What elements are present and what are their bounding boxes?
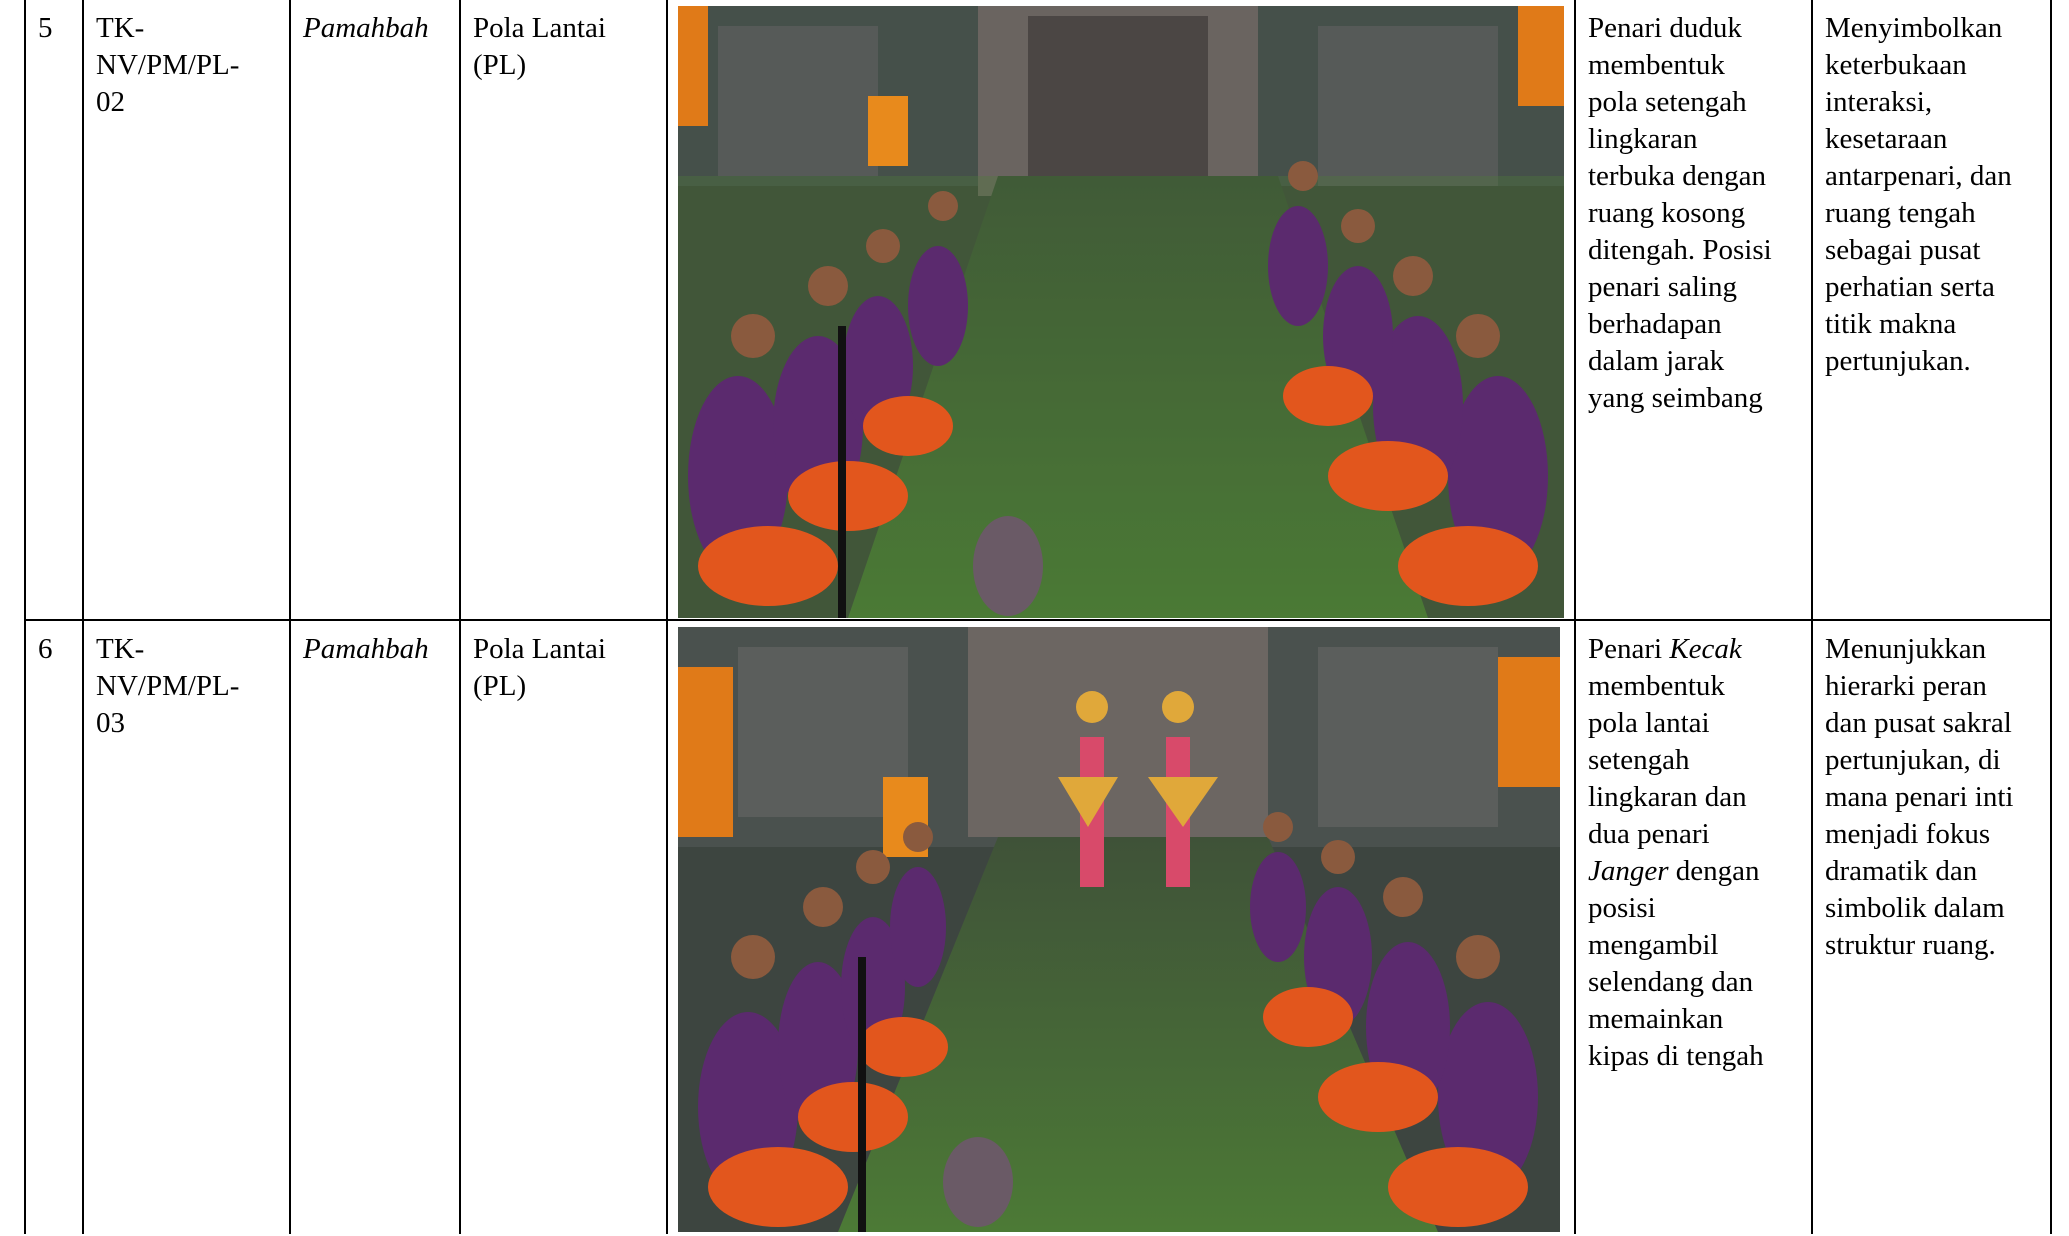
description-cell: Penari Kecak membentuk pola lantai seten… <box>1574 619 1813 1234</box>
category-cell: Pamahbah <box>289 0 461 621</box>
code-cell: TK- NV/PM/PL- 02 <box>82 0 291 621</box>
category-cell: Pamahbah <box>289 619 461 1234</box>
table-row: 6 TK- NV/PM/PL- 03 Pamahbah Pola Lantai … <box>24 619 2052 1234</box>
description-cell: Penari duduk membentuk pola setengah lin… <box>1574 0 1813 621</box>
type-cell: Pola Lantai (PL) <box>459 619 668 1234</box>
table-row: 5 TK- NV/PM/PL- 02 Pamahbah Pola Lantai … <box>24 0 2052 621</box>
documentation-table: 5 TK- NV/PM/PL- 02 Pamahbah Pola Lantai … <box>24 0 2052 1234</box>
meaning-cell: Menunjukkan hierarki peran dan pusat sak… <box>1811 619 2052 1234</box>
row-number: 6 <box>24 619 84 1234</box>
meaning-cell: Menyimbolkan keterbukaan interaksi, kese… <box>1811 0 2052 621</box>
type-cell: Pola Lantai (PL) <box>459 0 668 621</box>
performance-photo <box>678 6 1564 618</box>
photo-cell <box>666 619 1576 1234</box>
row-number: 5 <box>24 0 84 621</box>
performance-photo <box>678 627 1560 1232</box>
photo-cell <box>666 0 1576 621</box>
code-cell: TK- NV/PM/PL- 03 <box>82 619 291 1234</box>
